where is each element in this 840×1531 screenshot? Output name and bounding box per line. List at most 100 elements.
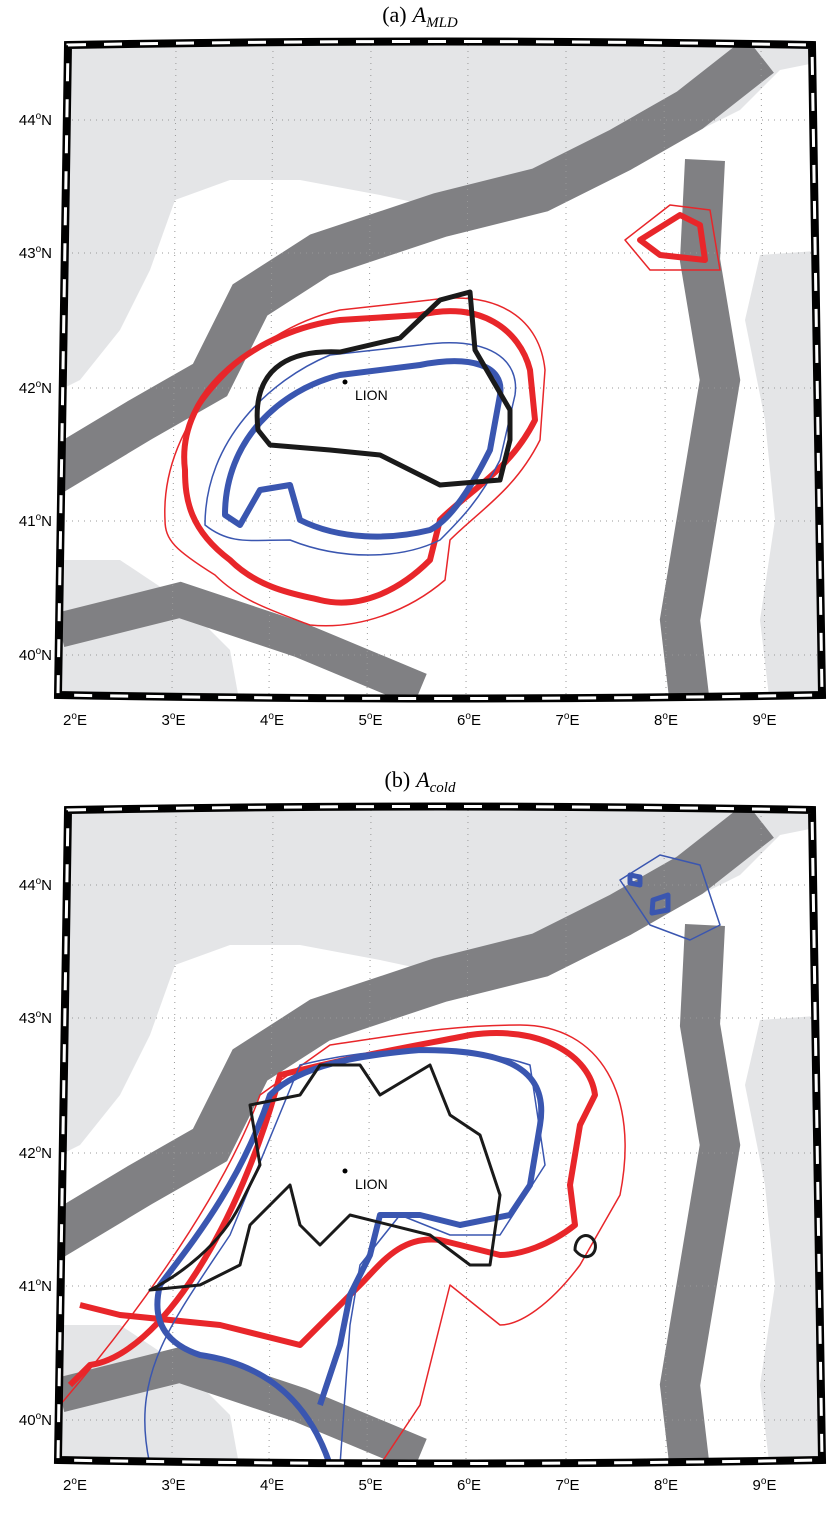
lat-label: 43oN — [19, 244, 52, 262]
lon-value: 8 — [654, 1477, 662, 1494]
hemisphere: E — [766, 712, 776, 729]
degree-mark: o — [662, 1476, 668, 1487]
lat-value: 43 — [19, 1010, 36, 1027]
hemisphere: N — [41, 647, 52, 664]
lat-label: 42oN — [19, 1144, 52, 1162]
degree-mark: o — [564, 711, 570, 722]
title-subscript: MLD — [425, 15, 458, 31]
lon-value: 6 — [457, 712, 465, 729]
lat-value: 44 — [19, 877, 36, 894]
hemisphere: N — [41, 1412, 52, 1429]
hemisphere: N — [41, 112, 52, 129]
lon-label: 7oE — [556, 1476, 580, 1494]
lon-value: 6 — [457, 1477, 465, 1494]
degree-mark: o — [564, 1476, 570, 1487]
lat-label: 42oN — [19, 379, 52, 397]
panel-b — [53, 802, 827, 1468]
lon-label: 4oE — [260, 1476, 284, 1494]
lat-label: 40oN — [19, 646, 52, 664]
degree-mark: o — [71, 711, 77, 722]
panel-letter: (b) — [385, 767, 411, 792]
degree-mark: o — [36, 512, 42, 523]
lon-label: 4oE — [260, 711, 284, 729]
lon-value: 3 — [162, 712, 170, 729]
hemisphere: N — [41, 877, 52, 894]
hemisphere: N — [41, 1278, 52, 1295]
lon-label: 7oE — [556, 711, 580, 729]
degree-mark: o — [36, 379, 42, 390]
hemisphere: N — [41, 245, 52, 262]
hemisphere: E — [766, 1477, 776, 1494]
lat-value: 40 — [19, 647, 36, 664]
hemisphere: E — [274, 712, 284, 729]
lon-value: 7 — [556, 712, 564, 729]
degree-mark: o — [761, 711, 767, 722]
hemisphere: E — [77, 1477, 87, 1494]
lon-value: 7 — [556, 1477, 564, 1494]
degree-mark: o — [268, 1476, 274, 1487]
lat-label: 40oN — [19, 1411, 52, 1429]
hemisphere: E — [372, 1477, 382, 1494]
lon-value: 9 — [753, 1477, 761, 1494]
lat-value: 41 — [19, 513, 36, 530]
lon-value: 3 — [162, 1477, 170, 1494]
degree-mark: o — [36, 646, 42, 657]
degree-mark: o — [367, 1476, 373, 1487]
lon-value: 5 — [359, 712, 367, 729]
degree-mark: o — [465, 711, 471, 722]
lat-label: 44oN — [19, 876, 52, 894]
hemisphere: E — [274, 1477, 284, 1494]
lon-label: 8oE — [654, 1476, 678, 1494]
lon-label: 2oE — [63, 711, 87, 729]
lon-label: 6oE — [457, 711, 481, 729]
hemisphere: E — [569, 1477, 579, 1494]
lat-value: 42 — [19, 380, 36, 397]
degree-mark: o — [36, 1411, 42, 1422]
lat-label: 44oN — [19, 111, 52, 129]
hemisphere: N — [41, 1010, 52, 1027]
lat-label: 41oN — [19, 1277, 52, 1295]
degree-mark: o — [36, 1277, 42, 1288]
lat-value: 44 — [19, 112, 36, 129]
title-subscript: cold — [430, 780, 456, 796]
lat-value: 41 — [19, 1278, 36, 1295]
lon-value: 8 — [654, 712, 662, 729]
degree-mark: o — [761, 1476, 767, 1487]
degree-mark: o — [71, 1476, 77, 1487]
degree-mark: o — [170, 1476, 176, 1487]
lon-value: 5 — [359, 1477, 367, 1494]
lon-label: 9oE — [753, 711, 777, 729]
hemisphere: E — [372, 712, 382, 729]
lon-label: 3oE — [162, 1476, 186, 1494]
lat-value: 43 — [19, 245, 36, 262]
hemisphere: E — [471, 712, 481, 729]
lon-label: 5oE — [359, 1476, 383, 1494]
site-label: LION — [355, 387, 388, 403]
hemisphere: E — [175, 712, 185, 729]
lon-value: 9 — [753, 712, 761, 729]
lon-value: 2 — [63, 1477, 71, 1494]
lat-value: 40 — [19, 1412, 36, 1429]
panel-a — [53, 37, 827, 703]
degree-mark: o — [268, 711, 274, 722]
panel-title: (a) AMLD — [382, 2, 458, 31]
hemisphere: N — [41, 1145, 52, 1162]
hemisphere: E — [77, 712, 87, 729]
hemisphere: E — [569, 712, 579, 729]
degree-mark: o — [36, 876, 42, 887]
lat-label: 43oN — [19, 1009, 52, 1027]
lon-value: 4 — [260, 1477, 268, 1494]
lon-label: 5oE — [359, 711, 383, 729]
lat-label: 41oN — [19, 512, 52, 530]
hemisphere: E — [175, 1477, 185, 1494]
panel-letter: (a) — [382, 2, 406, 27]
title-symbol: A — [411, 2, 427, 27]
site-label: LION — [355, 1176, 388, 1192]
degree-mark: o — [465, 1476, 471, 1487]
hemisphere: E — [668, 712, 678, 729]
lon-value: 2 — [63, 712, 71, 729]
lon-label: 2oE — [63, 1476, 87, 1494]
hemisphere: E — [668, 1477, 678, 1494]
